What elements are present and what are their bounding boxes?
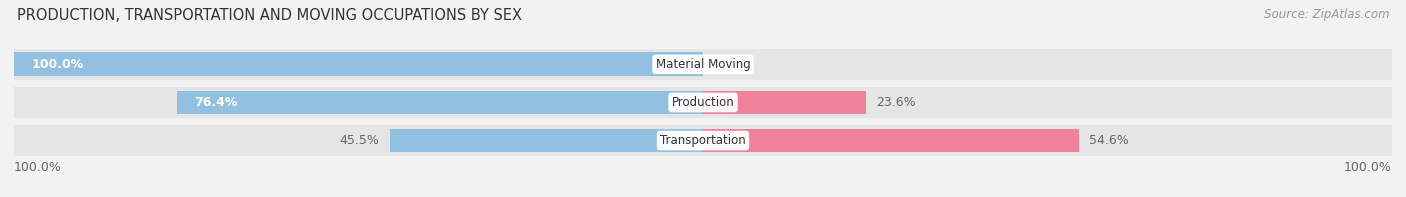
Text: 0.0%: 0.0% [713,58,745,71]
Text: 54.6%: 54.6% [1090,134,1129,147]
Text: 100.0%: 100.0% [1344,161,1392,174]
Bar [177,91,703,114]
Text: 100.0%: 100.0% [31,58,83,71]
Bar [14,87,1392,118]
Text: 45.5%: 45.5% [339,134,380,147]
Text: Source: ZipAtlas.com: Source: ZipAtlas.com [1264,8,1389,21]
Bar [703,129,1080,152]
Text: Material Moving: Material Moving [655,58,751,71]
Text: 23.6%: 23.6% [876,96,915,109]
Bar [14,125,1392,156]
Text: Production: Production [672,96,734,109]
Bar [14,52,703,76]
Bar [703,91,866,114]
Bar [389,129,703,152]
Text: 100.0%: 100.0% [14,161,62,174]
Text: Transportation: Transportation [661,134,745,147]
Text: 76.4%: 76.4% [194,96,238,109]
Legend: Male, Female: Male, Female [640,194,766,197]
Text: PRODUCTION, TRANSPORTATION AND MOVING OCCUPATIONS BY SEX: PRODUCTION, TRANSPORTATION AND MOVING OC… [17,8,522,23]
Bar [14,49,1392,80]
